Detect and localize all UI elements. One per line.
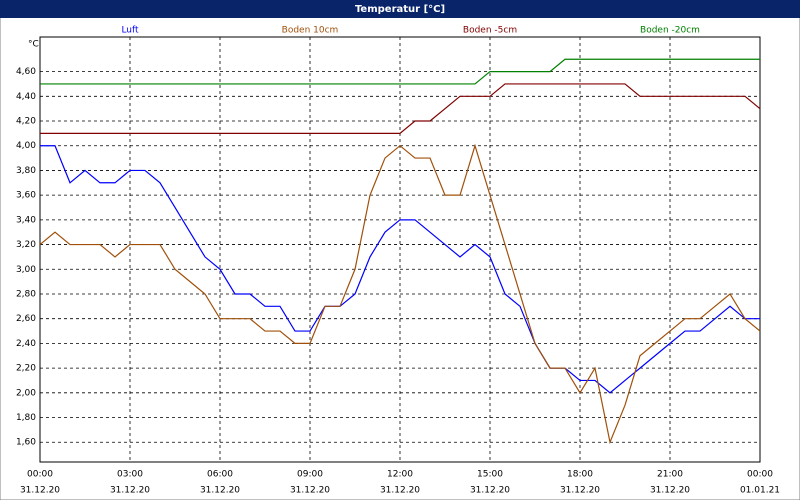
y-tick-label: 4,00 — [16, 141, 36, 151]
y-tick-label: 3,20 — [16, 240, 36, 250]
series-line — [40, 58, 760, 85]
series-line — [40, 145, 760, 394]
y-tick-label: 1,80 — [16, 413, 36, 423]
x-tick-date: 31.12.20 — [200, 486, 240, 496]
x-tick-label: 06:00 — [207, 470, 233, 480]
title-bar — [0, 0, 800, 18]
x-tick-label: 18:00 — [567, 470, 593, 480]
x-tick-date: 01.01.21 — [740, 486, 780, 496]
x-tick-label: 21:00 — [657, 470, 683, 480]
y-tick-label: 2,60 — [16, 314, 36, 324]
legend-label: Boden -20cm — [640, 26, 700, 36]
x-tick-date: 31.12.20 — [290, 486, 330, 496]
y-tick-label: 3,40 — [16, 215, 36, 225]
legend-label: Luft — [121, 26, 139, 36]
x-tick-label: 00:00 — [27, 470, 53, 480]
y-tick-label: 4,60 — [16, 67, 36, 77]
x-tick-date: 31.12.20 — [110, 486, 150, 496]
series-line — [39, 143, 761, 445]
y-tick-label: 2,80 — [16, 289, 36, 299]
x-tick-label: 15:00 — [477, 470, 503, 480]
y-tick-label: 1,60 — [16, 438, 36, 448]
y-tick-label: 2,20 — [16, 364, 36, 374]
x-tick-label: 00:00 — [747, 470, 773, 480]
x-tick-date: 31.12.20 — [20, 486, 60, 496]
x-tick-label: 03:00 — [117, 470, 143, 480]
legend-label: Boden 10cm — [282, 26, 339, 36]
y-unit-label: °C — [28, 40, 39, 50]
x-tick-date: 31.12.20 — [380, 486, 420, 496]
legend-label: Boden -5cm — [463, 26, 517, 36]
y-tick-label: 2,00 — [16, 388, 36, 398]
y-tick-label: 2,40 — [16, 339, 36, 349]
x-tick-date: 31.12.20 — [560, 486, 600, 496]
y-tick-label: 3,60 — [16, 191, 36, 201]
y-tick-label: 4,40 — [16, 92, 36, 102]
series-line — [40, 83, 761, 134]
x-tick-date: 31.12.20 — [650, 486, 690, 496]
y-tick-label: 3,80 — [16, 166, 36, 176]
x-tick-date: 31.12.20 — [470, 486, 510, 496]
y-tick-label: 3,00 — [16, 265, 36, 275]
chart-title: Temperatur [°C] — [355, 4, 445, 15]
x-tick-label: 09:00 — [297, 470, 323, 480]
x-tick-label: 12:00 — [387, 470, 413, 480]
y-tick-label: 4,20 — [16, 117, 36, 127]
